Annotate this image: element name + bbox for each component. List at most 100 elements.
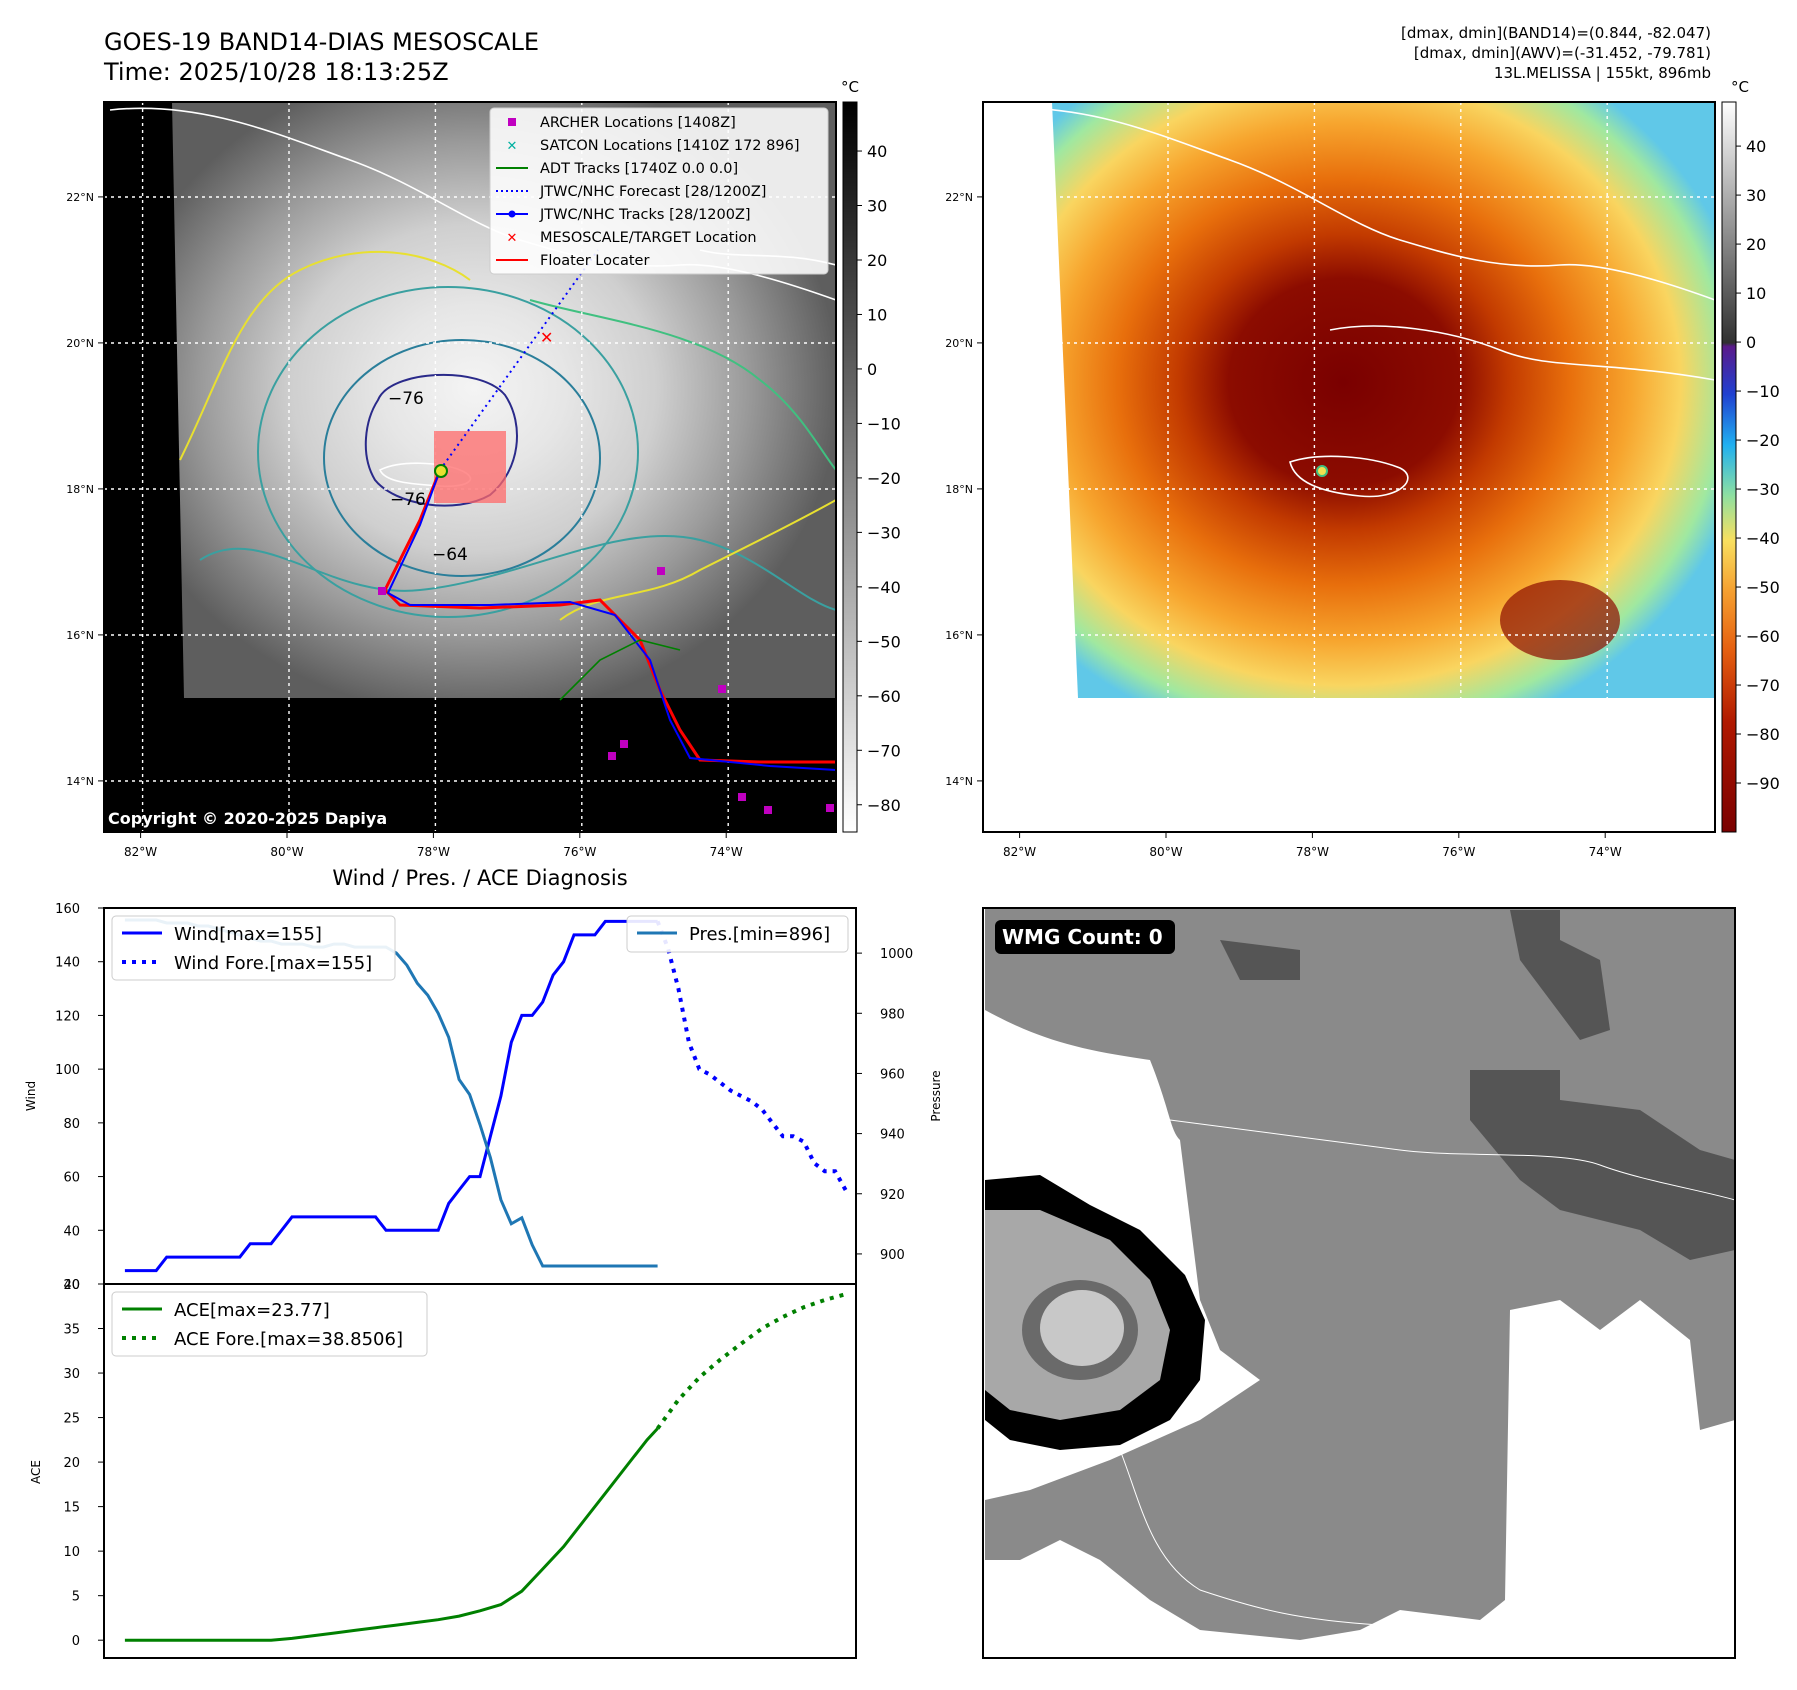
lon-tick-label: 74°W [710, 845, 743, 859]
right-colorbar [1721, 101, 1737, 833]
pressure-legend-box [626, 915, 849, 953]
wind-legend-box [111, 915, 396, 981]
colorbar-tick-label: −50 [1746, 578, 1780, 597]
colorbar-tick-label: −20 [1746, 431, 1780, 450]
legend-item: ✕ MESOSCALE/TARGET Location [507, 230, 757, 246]
wmg-region-dark [1510, 910, 1610, 1040]
best-track [386, 469, 836, 771]
ace-tick-label: 5 [72, 1590, 80, 1605]
pressure-axis-label: Pressure [929, 1070, 943, 1121]
legend-box [489, 107, 829, 275]
pressure-tick-label: 940 [880, 1128, 905, 1143]
contour-line-yellow-west [179, 250, 471, 461]
info-line-3: 13L.MELISSA | 155kt, 896mb [1494, 64, 1711, 82]
copyright-label: Copyright © 2020-2025 Dapiya [108, 809, 387, 828]
ace-tick-label: 0 [72, 1634, 80, 1649]
contour-label: −64 [432, 545, 468, 565]
legend-label: JTWC/NHC Tracks [28/1200Z] [539, 207, 751, 223]
legend-label-pressure: Pres.[min=896] [689, 924, 830, 945]
legend-label-wind: Wind[max=155] [174, 924, 322, 945]
lat-tick-label: 18°N [945, 483, 973, 496]
wind-tick-label: 80 [63, 1117, 80, 1132]
convective-cell [1500, 580, 1620, 660]
wind-tick-label: 160 [55, 902, 80, 917]
storm-center-marker [1316, 465, 1328, 477]
wmg-region-dark [1220, 940, 1300, 980]
legend-item: ARCHER Locations [1408Z] [508, 115, 736, 131]
coastline-hispaniola [1329, 325, 1715, 381]
lon-tick-label: 82°W [1003, 845, 1036, 859]
archer-location [826, 804, 834, 812]
lon-tick-label: 76°W [1442, 845, 1475, 859]
archer-location [764, 806, 772, 814]
series-Wind[max=155] [124, 919, 658, 1273]
colorbar-tick-label: −80 [867, 796, 901, 815]
colorbar-tick-label: −40 [1746, 529, 1780, 548]
legend-item: Floater Locater [496, 253, 649, 269]
lat-tick-label: 20°N [945, 337, 973, 350]
colorbar-tick-label: 20 [867, 251, 887, 270]
legend-item: JTWC/NHC Forecast [28/1200Z] [496, 184, 766, 200]
right-colorbar-unit: °C [1731, 78, 1749, 96]
legend-label-ace-forecast: ACE Fore.[max=38.8506] [174, 1329, 403, 1350]
lat-tick-label: 14°N [66, 775, 94, 788]
lon-tick-label: 80°W [1149, 845, 1182, 859]
colorbar-tick-label: −90 [1746, 774, 1780, 793]
colorbar-tick-label: −70 [867, 741, 901, 760]
lat-tick-label: 14°N [945, 775, 973, 788]
pressure-tick-label: 920 [880, 1188, 905, 1203]
archer-location [718, 685, 726, 693]
info-line-1: [dmax, dmin](BAND14)=(0.844, -82.047) [1401, 24, 1711, 42]
lat-tick-label: 22°N [66, 191, 94, 204]
legend-label-ace: ACE[max=23.77] [174, 1300, 330, 1321]
wmg-imagery [985, 908, 1735, 1640]
adt-track [559, 639, 681, 701]
storm-center-marker [434, 464, 448, 478]
colorbar-tick-label: −60 [867, 687, 901, 706]
coastline-jamaica [1289, 455, 1409, 498]
title-line-1: GOES-19 BAND14-DIAS MESOSCALE [104, 28, 539, 56]
colorbar-tick-label: 0 [867, 360, 877, 379]
contour-label: −76 [388, 389, 424, 409]
archer-location [620, 740, 628, 748]
pressure-tick-label: 980 [880, 1007, 905, 1022]
info-line-2: [dmax, dmin](AWV)=(-31.452, -79.781) [1414, 44, 1711, 62]
left-map-frame [103, 101, 837, 833]
series-ACE Fore.[max=38.8506] [655, 1292, 847, 1430]
colorbar-tick-label: −40 [867, 578, 901, 597]
contour-line-south [199, 535, 836, 611]
lon-tick-label: 78°W [1296, 845, 1329, 859]
lat-tick-label: 16°N [66, 629, 94, 642]
colorbar-tick-label: 0 [1746, 333, 1756, 352]
legend-label: SATCON Locations [1410Z 172 896] [540, 138, 799, 154]
contour-line-green-east [529, 299, 836, 471]
archer-location [378, 587, 386, 595]
mesoscale-target-marker: ✕ [540, 328, 553, 347]
archer-location [608, 752, 616, 760]
ace-tick-label: 10 [63, 1545, 80, 1560]
left-map-panel: ✕ −76 −76 −64 Copyright © 2020-2025 Dapi… [103, 78, 901, 833]
right-map-panel: °C 40 30 20 10 0 −10 −20 −30 −40 −50 −60 −70 −80 −90 [982, 78, 1780, 833]
lat-tick-label: 22°N [945, 191, 973, 204]
pressure-tick-label: 900 [880, 1248, 905, 1263]
diagnosis-title: Wind / Pres. / ACE Diagnosis [332, 866, 627, 890]
ace-tick-label: 40 [63, 1278, 80, 1293]
legend-marker-x: ✕ [507, 231, 518, 246]
lat-tick-label: 16°N [945, 629, 973, 642]
lat-tick-label: 20°N [66, 337, 94, 350]
legend-label: ARCHER Locations [1408Z] [540, 115, 736, 131]
wind-tick-label: 20 [63, 1278, 80, 1293]
colorbar-tick-label: 20 [1746, 235, 1766, 254]
legend-item: ✕ SATCON Locations [1410Z 172 896] [507, 138, 800, 154]
wmg-count-badge [995, 920, 1175, 954]
legend-label-wind-forecast: Wind Fore.[max=155] [174, 953, 372, 974]
pressure-tick-label: 1000 [880, 947, 913, 962]
contour-ring-mid [323, 339, 601, 577]
left-map-legend: ARCHER Locations [1408Z] ✕ SATCON Location… [489, 107, 829, 275]
colorbar-tick-label: −30 [1746, 480, 1780, 499]
left-colorbar-unit: °C [841, 78, 859, 96]
colorbar-tick-label: 10 [1746, 284, 1766, 303]
colorbar-tick-label: 40 [1746, 137, 1766, 156]
ace-legend: ACE[max=23.77] ACE Fore.[max=38.8506] [111, 1291, 428, 1357]
